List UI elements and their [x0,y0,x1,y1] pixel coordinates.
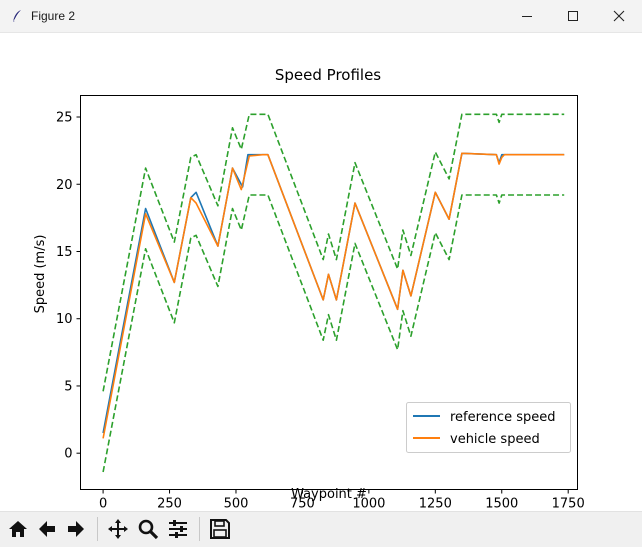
window-title: Figure 2 [31,9,76,23]
series-layer [102,113,565,473]
bound-line-2 [102,113,565,392]
x-tick-label: 500 [224,497,249,512]
y-tick-label: 0 [64,447,72,462]
chart-title: Speed Profiles [275,66,381,84]
forward-button[interactable] [62,515,90,543]
y-tick-label: 10 [56,312,73,327]
y-tick-label: 15 [56,245,73,260]
minimize-icon [522,16,532,17]
save-icon [210,519,230,539]
configure-subplots-icon [169,520,187,538]
x-tick-label: 1750 [552,497,585,512]
navigation-toolbar [0,511,642,547]
x-tick-label: 0 [99,497,107,512]
close-icon [613,10,625,22]
toolbar-separator [199,517,200,541]
close-button[interactable] [596,0,642,32]
legend-label-reference-speed: reference speed [450,410,555,425]
feather-icon [12,10,21,23]
window-titlebar: Figure 2 [0,0,642,33]
home-button[interactable] [4,515,32,543]
x-tick-label: 1500 [485,497,518,512]
zoom-button[interactable] [134,515,162,543]
y-axis-label: Speed (m/s) [33,235,48,314]
maximize-icon [568,11,578,21]
save-button[interactable] [206,515,234,543]
bound-line-3 [102,194,565,473]
home-icon [9,521,27,537]
y-tick-label: 25 [56,111,73,126]
x-tick-label: 250 [157,497,182,512]
x-tick-label: 1250 [419,497,452,512]
legend-box [406,402,571,453]
series-line-vehicle-speed [102,152,565,439]
speed-profile-chart: Speed Profiles 0 250 500 750 1000 1250 1500 175… [33,66,585,512]
x-tick-label: 1000 [352,497,385,512]
toolbar-separator [97,517,98,541]
legend: reference speed vehicle speed [406,402,571,453]
forward-arrow-icon [68,521,84,537]
x-axis-ticks: 0 250 500 750 1000 1250 1500 1750 [99,489,585,512]
y-axis-ticks: 0 5 10 15 20 25 [56,111,81,462]
legend-label-vehicle-speed: vehicle speed [450,432,540,447]
pan-icon [108,519,128,539]
zoom-icon [138,519,159,540]
maximize-button[interactable] [550,0,596,32]
back-button[interactable] [33,515,61,543]
minimize-button[interactable] [504,0,550,32]
configure-subplots-button[interactable] [164,515,192,543]
x-tick-label: 750 [290,497,315,512]
y-tick-label: 5 [64,379,72,394]
y-tick-label: 20 [56,178,73,193]
pan-button[interactable] [104,515,132,543]
x-axis-label: Waypoint # [291,487,367,502]
plot-frame [80,95,578,490]
back-arrow-icon [39,521,55,537]
figure-canvas[interactable]: Speed Profiles 0 250 500 750 1000 1250 1500 175… [0,33,642,512]
